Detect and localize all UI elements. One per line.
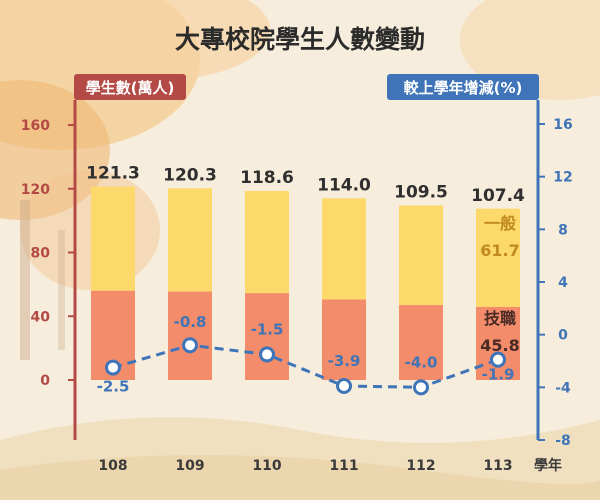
vocational-value-label: 45.8 [480, 336, 519, 355]
bar-general [91, 186, 135, 291]
total-value-label: 109.5 [394, 182, 448, 202]
total-value-label: 114.0 [317, 175, 371, 195]
chart-title: 大專校院學生人數變動 [175, 25, 425, 54]
right-tick-label: 8 [558, 222, 568, 238]
pct-change-label: -1.9 [482, 366, 515, 384]
right-tick-label: 0 [558, 328, 568, 344]
pct-change-point [413, 379, 429, 396]
left-axis-label: 學生數(萬人) [86, 79, 175, 97]
bar-general [168, 188, 212, 292]
bar-general [245, 190, 289, 294]
category-label: 113 [483, 458, 512, 474]
vocational-series-label: 技職 [484, 309, 516, 328]
right-axis-label: 較上學年增減(%) [404, 79, 523, 97]
general-value-label: 61.7 [480, 241, 519, 260]
bar-vocational [168, 291, 212, 380]
pct-change-point [259, 346, 275, 363]
pct-change-point [105, 359, 121, 376]
category-label: 112 [406, 458, 435, 474]
bar-vocational [476, 307, 520, 380]
category-label: 111 [329, 458, 358, 474]
pct-change-label: -3.9 [328, 352, 361, 370]
right-axis-badge [387, 74, 539, 100]
pct-change-label: -1.5 [251, 320, 284, 338]
left-axis-badge [74, 74, 186, 100]
category-label: 108 [98, 458, 127, 474]
category-label: 109 [175, 458, 204, 474]
bar-general [322, 198, 366, 300]
pct-change-label: -2.5 [97, 378, 130, 396]
right-tick-label: 4 [558, 275, 568, 291]
bar-vocational [245, 293, 289, 380]
total-value-label: 120.3 [163, 165, 217, 185]
bar-general [476, 208, 520, 308]
category-label: 110 [252, 458, 281, 474]
total-value-label: 118.6 [240, 168, 294, 188]
left-tick-label: 80 [31, 246, 51, 262]
pct-change-label: -0.8 [174, 313, 207, 331]
left-tick-label: 0 [40, 373, 50, 389]
left-tick-label: 160 [21, 118, 50, 134]
pct-change-point [336, 378, 352, 395]
bar-vocational [322, 299, 366, 380]
bar-general [399, 205, 443, 306]
pct-change-point [182, 337, 198, 354]
total-value-label: 107.4 [471, 186, 525, 206]
general-series-label: 一般 [484, 214, 516, 233]
right-tick-label: -4 [555, 380, 571, 396]
bar-vocational [399, 305, 443, 380]
right-tick-label: 12 [553, 170, 572, 186]
left-tick-label: 40 [31, 309, 51, 325]
right-tick-label: 16 [553, 117, 572, 133]
pct-change-point [490, 351, 506, 368]
left-tick-label: 120 [21, 182, 50, 198]
x-unit-label: 學年 [534, 457, 562, 474]
pct-change-line [112, 343, 499, 389]
pct-change-label: -4.0 [405, 353, 438, 371]
total-value-label: 121.3 [86, 164, 140, 184]
right-tick-label: -8 [555, 433, 571, 449]
